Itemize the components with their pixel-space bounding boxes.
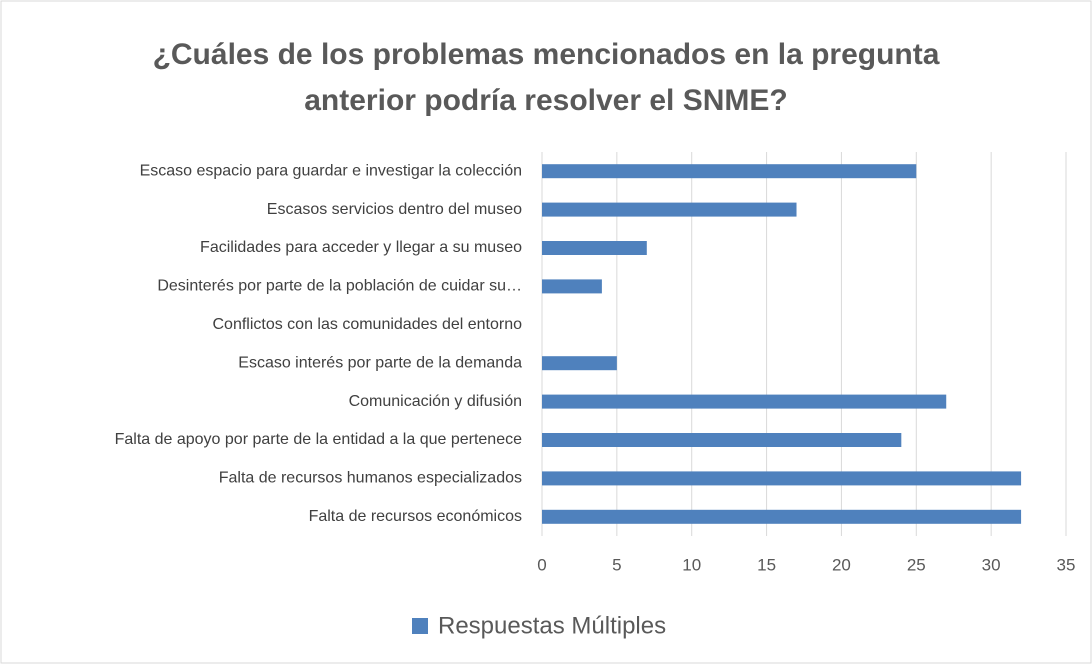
y-tick-label: Escasos servicios dentro del museo [267,201,522,218]
y-tick-label: Falta de recursos económicos [309,508,522,525]
y-tick-label: Comunicación y difusión [349,393,522,410]
y-tick-label: Escaso interés por parte de la demanda [238,354,522,371]
chart-title: ¿Cuáles de los problemas mencionados en … [152,38,940,117]
y-tick-label: Conflictos con las comunidades del entor… [212,316,522,333]
bar [542,356,617,371]
x-tick-label: 20 [832,555,851,574]
bar [542,394,947,409]
y-tick-label: Falta de recursos humanos especializados [219,470,522,487]
x-tick-label: 15 [757,555,776,574]
y-tick-label: Escaso espacio para guardar e investigar… [140,162,522,179]
bar [542,509,1022,524]
bar [542,279,602,294]
x-tick-label: 25 [907,555,926,574]
x-tick-label: 5 [612,555,621,574]
bar [542,164,917,179]
y-tick-label: Facilidades para acceder y llegar a su m… [200,239,522,256]
x-tick-label: 0 [537,555,546,574]
bar [542,471,1022,486]
legend-label: Respuestas Múltiples [438,612,666,639]
y-tick-label: Falta de apoyo por parte de la entidad a… [115,431,523,448]
x-tick-label: 10 [682,555,701,574]
x-tick-label: 30 [982,555,1001,574]
bar [542,433,902,447]
legend-swatch [412,618,428,634]
x-tick-label: 35 [1057,555,1076,574]
bar [542,202,797,217]
bar [542,241,647,255]
y-tick-label: Desinterés por parte de la población de … [157,278,522,295]
